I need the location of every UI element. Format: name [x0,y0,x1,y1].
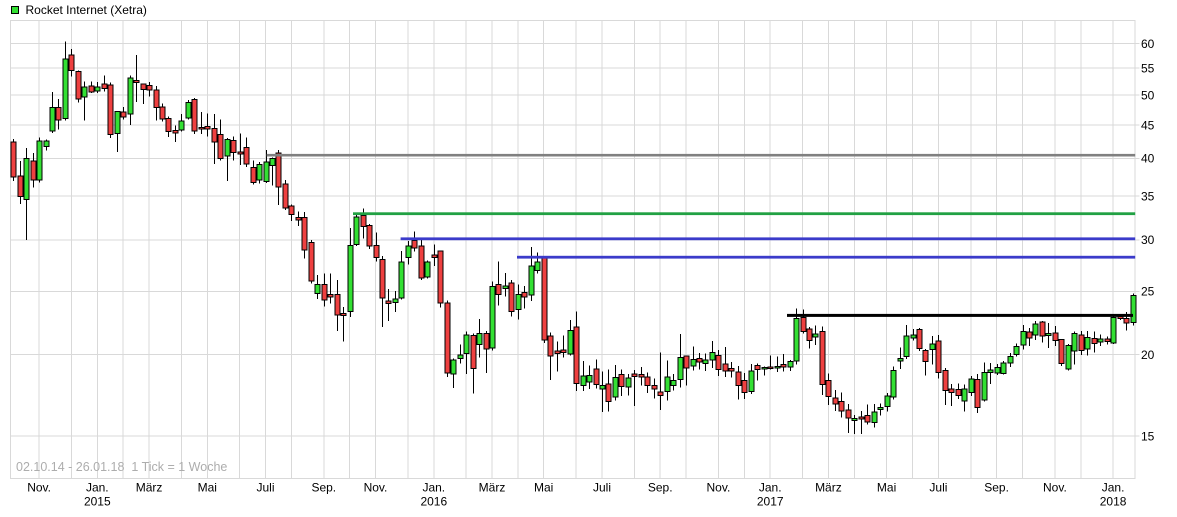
svg-text:Jan.: Jan. [86,481,109,495]
svg-text:50: 50 [1141,88,1155,102]
svg-text:Sep.: Sep. [984,481,1009,495]
svg-text:45: 45 [1141,118,1155,132]
svg-text:März: März [479,481,506,495]
svg-text:Jan.: Jan. [1102,481,1125,495]
svg-text:Mai: Mai [534,481,553,495]
svg-text:02.10.14 - 26.01.18 1 Tick =: 02.10.14 - 26.01.18 1 Tick = 1 Woche [16,460,227,474]
svg-text:30: 30 [1141,233,1155,247]
svg-text:40: 40 [1141,152,1155,166]
svg-text:Nov.: Nov. [1043,481,1067,495]
svg-text:2016: 2016 [420,495,447,509]
svg-text:2018: 2018 [1100,495,1127,509]
svg-text:Jan.: Jan. [759,481,782,495]
svg-text:2015: 2015 [84,495,111,509]
svg-text:55: 55 [1141,61,1155,75]
svg-text:35: 35 [1141,189,1155,203]
svg-text:Sep.: Sep. [648,481,673,495]
svg-text:Rocket Internet (Xetra): Rocket Internet (Xetra) [26,3,147,17]
svg-text:Nov.: Nov. [707,481,731,495]
svg-text:März: März [136,481,163,495]
svg-text:15: 15 [1141,429,1155,443]
svg-text:Mai: Mai [877,481,896,495]
svg-text:Jan.: Jan. [422,481,445,495]
svg-text:Mai: Mai [198,481,217,495]
svg-text:Sep.: Sep. [311,481,336,495]
svg-text:Nov.: Nov. [27,481,51,495]
svg-text:Juli: Juli [593,481,611,495]
svg-text:25: 25 [1141,285,1155,299]
svg-text:20: 20 [1141,348,1155,362]
svg-text:60: 60 [1141,37,1155,51]
svg-text:Juli: Juli [929,481,947,495]
svg-text:Nov.: Nov. [364,481,388,495]
svg-text:Juli: Juli [256,481,274,495]
svg-text:2017: 2017 [757,495,784,509]
svg-text:März: März [815,481,842,495]
